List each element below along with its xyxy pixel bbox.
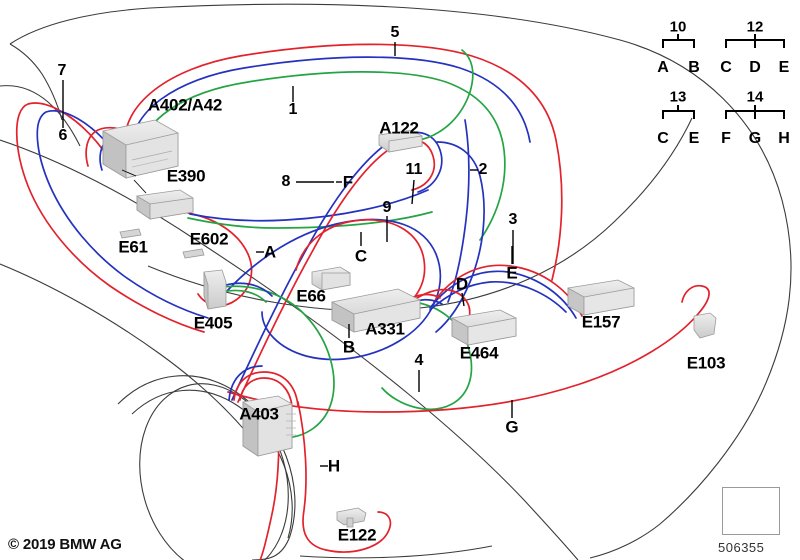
wire-green-e405 — [221, 289, 267, 303]
copyright-notice: © 2019 BMW AG — [8, 536, 122, 553]
component-a402-a42-body — [102, 119, 179, 179]
component-e66-body — [311, 266, 351, 291]
harness-icon-frame — [722, 487, 780, 535]
component-label-a402-a42: A402/A42 — [147, 95, 223, 115]
callout-2: 2 — [478, 161, 488, 178]
diagram-number: 506355 — [718, 540, 765, 555]
component-label-e122: E122 — [337, 525, 377, 545]
callout-7: 7 — [57, 62, 67, 79]
wire-blue-e157-lead — [429, 281, 567, 313]
leader-e390-a402 — [121, 169, 137, 177]
wire-blue-callout11 — [226, 218, 442, 361]
wire-red-a403-2 — [239, 377, 293, 407]
legend-item-12-e: E — [778, 59, 790, 76]
component-e61-body — [119, 228, 205, 259]
component-label-e103: E103 — [686, 353, 726, 373]
wire-green-lower-sweep — [215, 285, 335, 439]
callout-e: E — [506, 263, 518, 283]
component-e405-body — [203, 269, 227, 310]
wire-green-e390 — [187, 211, 433, 229]
component-label-e602: E602 — [189, 229, 229, 249]
wire-blue-e405 — [221, 282, 273, 297]
wire-harness — [15, 43, 710, 560]
legend-group-number-12: 12 — [746, 18, 764, 36]
wire-blue-a403 — [228, 365, 263, 401]
callout-f: F — [342, 172, 354, 192]
wire-red-callout9-c — [295, 219, 426, 317]
component-a122-body — [378, 129, 423, 153]
component-label-e66: E66 — [296, 286, 326, 306]
component-label-a331: A331 — [365, 319, 405, 339]
wire-red-main-loop — [123, 43, 563, 281]
leader-d — [461, 292, 465, 307]
legend-group-number-10: 10 — [669, 18, 687, 36]
wire-red-callout-h — [297, 401, 392, 553]
callout-6: 6 — [58, 127, 68, 144]
legend-item-10-b: B — [688, 59, 700, 76]
legend-group-number-14: 14 — [746, 88, 764, 106]
leader-lines — [62, 42, 514, 467]
legend-item-13-c: C — [657, 130, 669, 147]
legend-brackets — [662, 34, 785, 119]
callout-c: C — [354, 246, 368, 266]
callout-a: A — [263, 242, 277, 262]
callout-9: 9 — [382, 199, 392, 216]
callout-8: 8 — [281, 173, 291, 190]
wire-red-diag-a122 — [237, 138, 436, 403]
component-label-e464: E464 — [459, 343, 499, 363]
callout-b: B — [342, 337, 356, 357]
legend-item-13-e: E — [688, 130, 700, 147]
wire-green-main-loop — [139, 71, 506, 241]
component-label-e61: E61 — [118, 237, 148, 257]
wire-blue-diag-a122 — [231, 131, 443, 401]
callout-4: 4 — [414, 352, 424, 369]
component-label-a403: A403 — [239, 404, 279, 424]
legend-item-14-f: F — [721, 130, 731, 147]
leader-e390-comp — [133, 179, 147, 194]
component-label-e405: E405 — [193, 313, 233, 333]
component-e122-body — [336, 507, 367, 528]
wire-green-a331-right — [381, 301, 473, 411]
callout-11: 11 — [405, 161, 423, 178]
wire-red-callout-g — [227, 284, 710, 413]
legend-item-12-d: D — [749, 59, 761, 76]
vehicle-body-outline — [0, 3, 792, 560]
wire-red-left-loop — [15, 102, 205, 333]
component-label-e157: E157 — [581, 312, 621, 332]
callout-d: D — [455, 274, 469, 294]
wire-red-a403-1 — [233, 371, 299, 407]
component-a403-body — [242, 395, 296, 457]
callout-1: 1 — [288, 101, 298, 118]
legend-item-12-c: C — [720, 59, 732, 76]
component-e103-body — [693, 312, 717, 339]
callout-g: G — [505, 417, 519, 437]
components-layer — [102, 119, 717, 528]
wire-blue-e390 — [189, 189, 429, 222]
leader-11 — [411, 179, 415, 205]
wire-green-a122 — [419, 49, 474, 141]
component-e157-body — [567, 279, 635, 316]
wire-blue-a122-right — [435, 141, 485, 333]
wire-red-callout3 — [433, 264, 583, 317]
legend-item-14-h: H — [778, 130, 790, 147]
component-label-a122: A122 — [379, 118, 419, 138]
component-label-e390: E390 — [166, 166, 206, 186]
wire-blue-callout3 — [429, 270, 577, 319]
legend-group-number-13: 13 — [669, 88, 687, 106]
legend-item-10-a: A — [657, 59, 669, 76]
callout-3: 3 — [508, 211, 518, 228]
callout-5: 5 — [390, 24, 400, 41]
component-e390-body — [136, 189, 194, 220]
callout-h: H — [327, 456, 341, 476]
wire-blue-main-loop — [131, 56, 531, 154]
legend-item-14-g: G — [748, 130, 762, 147]
component-e464-body — [451, 309, 517, 346]
